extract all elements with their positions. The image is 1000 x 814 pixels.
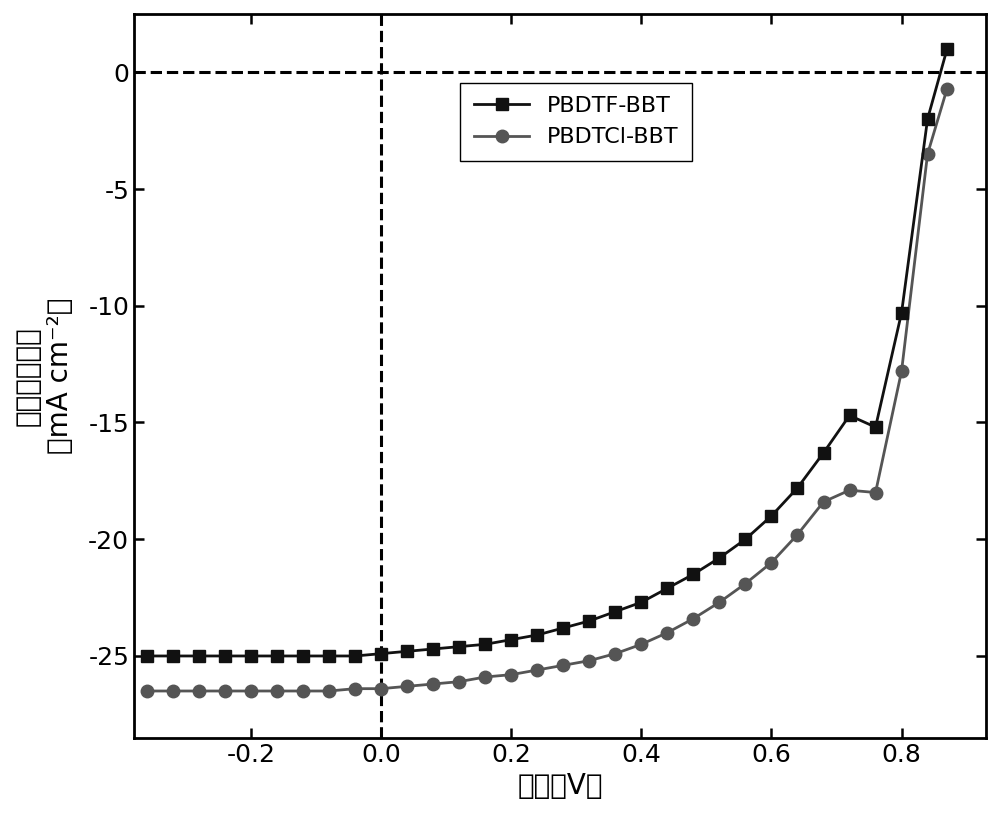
PBDTF-BBT — [870, 422, 882, 432]
PBDTCl-BBT — [375, 684, 387, 694]
PBDTF-BBT — [375, 649, 387, 659]
PBDTF-BBT — [941, 44, 953, 54]
Legend: PBDTF-BBT, PBDTCl-BBT: PBDTF-BBT, PBDTCl-BBT — [460, 83, 692, 160]
PBDTF-BBT — [427, 644, 439, 654]
PBDTCl-BBT — [896, 366, 908, 376]
PBDTCl-BBT — [453, 676, 465, 686]
PBDTCl-BBT — [739, 579, 751, 589]
PBDTCl-BBT — [219, 686, 231, 696]
PBDTF-BBT — [531, 630, 543, 640]
PBDTF-BBT — [844, 410, 856, 420]
PBDTF-BBT — [557, 623, 569, 632]
PBDTCl-BBT — [401, 681, 413, 691]
PBDTF-BBT — [791, 483, 803, 492]
PBDTCl-BBT — [479, 672, 491, 682]
PBDTCl-BBT — [141, 686, 153, 696]
PBDTF-BBT — [453, 641, 465, 651]
PBDTF-BBT — [505, 635, 517, 645]
PBDTF-BBT — [818, 448, 830, 457]
PBDTF-BBT — [219, 651, 231, 661]
PBDTF-BBT — [739, 534, 751, 544]
PBDTCl-BBT — [193, 686, 205, 696]
PBDTF-BBT — [297, 651, 309, 661]
PBDTF-BBT — [687, 569, 699, 579]
PBDTF-BBT — [609, 606, 621, 616]
PBDTCl-BBT — [713, 597, 725, 607]
PBDTCl-BBT — [349, 684, 361, 694]
PBDTCl-BBT — [505, 670, 517, 680]
PBDTCl-BBT — [167, 686, 179, 696]
Line: PBDTF-BBT: PBDTF-BBT — [141, 43, 953, 662]
PBDTCl-BBT — [635, 640, 647, 650]
PBDTCl-BBT — [557, 660, 569, 670]
PBDTCl-BBT — [297, 686, 309, 696]
PBDTCl-BBT — [583, 656, 595, 666]
PBDTF-BBT — [193, 651, 205, 661]
PBDTCl-BBT — [941, 84, 953, 94]
PBDTF-BBT — [349, 651, 361, 661]
PBDTCl-BBT — [427, 679, 439, 689]
PBDTF-BBT — [661, 584, 673, 593]
PBDTF-BBT — [323, 651, 335, 661]
PBDTF-BBT — [245, 651, 257, 661]
Line: PBDTCl-BBT: PBDTCl-BBT — [141, 82, 953, 698]
PBDTCl-BBT — [844, 485, 856, 495]
PBDTCl-BBT — [870, 488, 882, 497]
PBDTCl-BBT — [245, 686, 257, 696]
PBDTF-BBT — [765, 511, 777, 521]
PBDTF-BBT — [271, 651, 283, 661]
PBDTF-BBT — [167, 651, 179, 661]
PBDTCl-BBT — [765, 558, 777, 567]
PBDTF-BBT — [479, 640, 491, 650]
PBDTCl-BBT — [791, 530, 803, 540]
PBDTF-BBT — [713, 553, 725, 562]
PBDTF-BBT — [583, 616, 595, 626]
Y-axis label: 短路电流密度
（mA cm⁻²）: 短路电流密度 （mA cm⁻²） — [14, 298, 74, 454]
PBDTF-BBT — [896, 308, 908, 317]
PBDTF-BBT — [922, 114, 934, 124]
PBDTCl-BBT — [687, 614, 699, 624]
PBDTCl-BBT — [271, 686, 283, 696]
PBDTF-BBT — [635, 597, 647, 607]
PBDTF-BBT — [401, 646, 413, 656]
PBDTCl-BBT — [609, 649, 621, 659]
PBDTCl-BBT — [818, 497, 830, 507]
PBDTCl-BBT — [531, 665, 543, 675]
PBDTCl-BBT — [661, 628, 673, 637]
PBDTF-BBT — [141, 651, 153, 661]
X-axis label: 电压（V）: 电压（V） — [517, 772, 603, 800]
PBDTCl-BBT — [922, 149, 934, 159]
PBDTCl-BBT — [323, 686, 335, 696]
